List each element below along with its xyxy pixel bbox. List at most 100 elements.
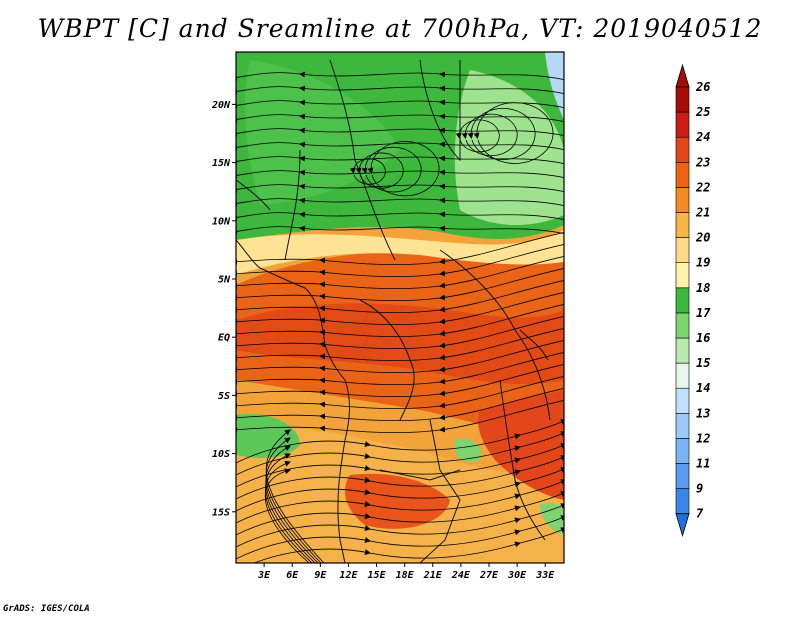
streamline: [265, 468, 310, 563]
colorbar-swatch: [675, 187, 690, 213]
colorbar-label: 17: [696, 306, 711, 320]
wbpt-zone-north-east: [454, 70, 564, 226]
streamline: [266, 429, 325, 563]
colorbar-swatch: [675, 86, 690, 113]
lon-tick-label: 24E: [451, 570, 471, 581]
lon-tick-label: 33E: [535, 570, 555, 581]
lon-tick-label: 15E: [368, 570, 387, 581]
streamline: [236, 340, 564, 374]
colorbar-label: 26: [695, 80, 710, 94]
colorbar-swatch: [675, 387, 690, 414]
lon-tick-label: 3E: [257, 570, 271, 581]
colorbar-label: 19: [696, 256, 710, 270]
map-plot-area: [236, 52, 564, 563]
streamline: [265, 445, 319, 563]
colorbar-label: 24: [695, 130, 710, 144]
lat-tick-label: EQ: [218, 333, 230, 344]
streamline: [236, 280, 564, 314]
lon-tick-label: 9E: [314, 570, 327, 581]
streamline: [236, 316, 564, 350]
streamline: [236, 225, 564, 235]
streamline: [236, 127, 564, 137]
streamline: [265, 453, 316, 563]
lon-tick-label: 30E: [507, 570, 527, 581]
streamline: [455, 119, 500, 153]
colorbar-swatch: [675, 438, 690, 464]
grads-credit: GrADS: IGES/COLA: [3, 604, 90, 614]
colorbar-label: 21: [695, 206, 710, 220]
colorbar-bottom-arrow: [675, 513, 690, 538]
streamline: [236, 268, 564, 302]
latitude-axis: 20N 15N 10N 5N EQ 5S 10S 15S: [211, 100, 236, 518]
lat-tick-label: 15N: [212, 158, 231, 169]
streamline: [236, 304, 564, 338]
streamline: [236, 292, 564, 326]
colorbar-label: 7: [696, 507, 704, 521]
colorbar-label: 15: [696, 356, 710, 370]
streamline: [236, 352, 564, 386]
streamline: [265, 437, 322, 563]
lat-tick-label: 5N: [218, 274, 231, 285]
colorbar-label: 25: [695, 105, 710, 119]
colorbar: 7 9 11 12 13 14 15 16 17 18 19 20 21 22 23 24 25 26: [675, 63, 711, 538]
colorbar-top-arrow: [675, 63, 690, 88]
colorbar-swatch: [675, 212, 690, 238]
colorbar-label: 11: [696, 457, 710, 471]
colorbar-swatch: [675, 111, 690, 138]
streamline: [236, 364, 564, 398]
streamline: [253, 527, 564, 563]
streamline: [236, 113, 564, 123]
lat-tick-label: 10S: [212, 449, 230, 460]
colorbar-swatch: [675, 237, 690, 264]
colorbar-label: 16: [696, 331, 710, 345]
colorbar-label: 22: [695, 180, 710, 194]
streamline: [236, 232, 564, 266]
lon-tick-label: 21E: [423, 570, 443, 581]
streamline: [236, 85, 564, 95]
streamline: [236, 256, 564, 290]
streamline: [236, 183, 564, 193]
lat-tick-label: 20N: [211, 100, 231, 111]
streamline: [236, 376, 564, 410]
chart-title: WBPT [C] and Sreamline at 700hPa, VT: 20…: [37, 14, 763, 43]
lon-tick-label: 18E: [396, 570, 415, 581]
colorbar-swatch: [675, 262, 690, 289]
colorbar-swatch: [675, 162, 690, 188]
colorbar-swatch: [675, 412, 690, 439]
colorbar-label: 9: [696, 482, 703, 496]
streamline: [236, 197, 564, 207]
colorbar-swatch: [675, 337, 690, 364]
colorbar-swatch: [675, 463, 690, 489]
colorbar-label: 23: [695, 155, 710, 169]
colorbar-swatch: [675, 312, 690, 339]
colorbar-swatch: [675, 488, 690, 515]
colorbar-swatch: [675, 287, 690, 314]
colorbar-label: 18: [696, 281, 710, 295]
streamlines: [236, 71, 564, 563]
streamline: [236, 99, 564, 109]
lon-tick-label: 6E: [286, 570, 299, 581]
lat-tick-label: 5S: [218, 391, 230, 402]
streamline: [236, 169, 564, 179]
lat-tick-label: 15S: [212, 507, 230, 518]
longitude-axis: 3E 6E 9E 12E 15E 18E 21E 24E 27E 30E 33E: [257, 563, 555, 581]
lat-tick-label: 10N: [212, 216, 231, 227]
lon-tick-label: 12E: [339, 570, 358, 581]
colorbar-label: 14: [696, 381, 710, 395]
streamline: [236, 328, 564, 362]
streamline: [236, 244, 564, 278]
streamline: [236, 71, 564, 81]
wbpt-transition-band: [236, 230, 564, 275]
colorbar-swatch: [675, 362, 690, 389]
streamline: [236, 211, 564, 221]
colorbar-swatch: [675, 136, 690, 163]
lon-tick-label: 27E: [479, 570, 499, 581]
wbpt-zone-cool-corner: [545, 52, 564, 120]
colorbar-label: 20: [695, 231, 710, 245]
streamline: [265, 460, 313, 563]
map-frame: [235, 51, 565, 564]
streamline: [236, 141, 564, 151]
wbpt-patch-southwest: [236, 414, 300, 458]
streamline: [236, 155, 564, 165]
